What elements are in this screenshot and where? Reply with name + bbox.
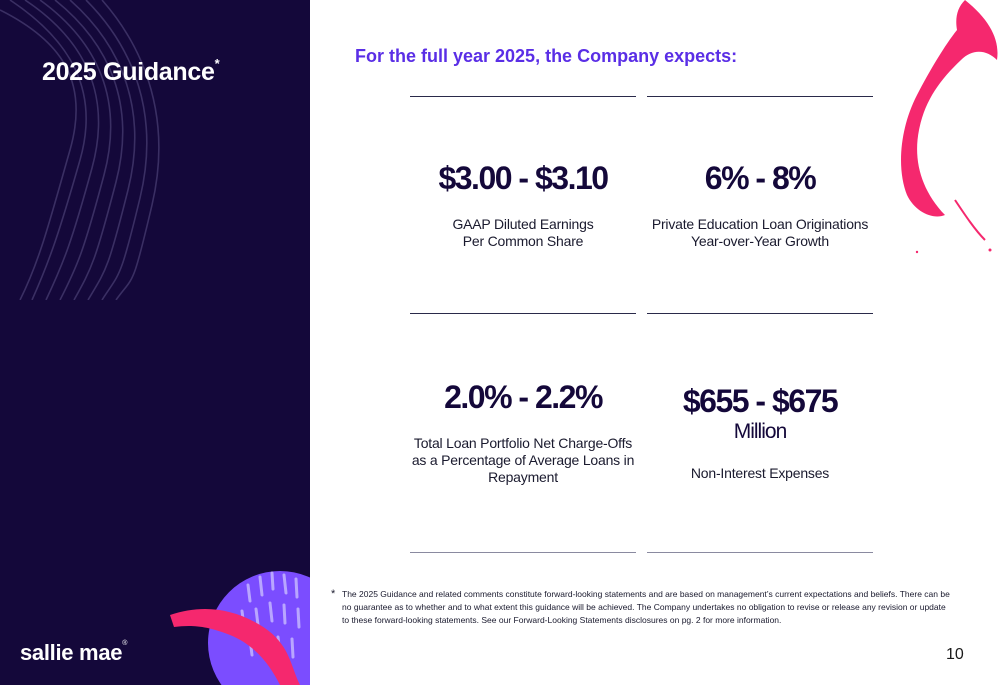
divider-line	[410, 552, 636, 553]
metric-origination-growth: 6% - 8% Private Education Loan Originati…	[647, 160, 873, 250]
metric-label: GAAP Diluted Earnings Per Common Share	[452, 216, 594, 249]
metric-value: $655 - $675	[682, 383, 839, 419]
metric-eps: $3.00 - $3.10 GAAP Diluted Earnings Per …	[410, 160, 636, 250]
metric-label: Non-Interest Expenses	[690, 465, 830, 481]
footnote-marker: *	[331, 588, 336, 600]
brushstroke-blob-decoration	[170, 571, 310, 685]
page-number: 10	[946, 646, 964, 663]
pink-brushstroke-decoration	[901, 0, 998, 254]
metric-value: 2.0% - 2.2%	[444, 379, 603, 415]
sallie-mae-logo: sallie mae®	[20, 640, 128, 665]
divider-line	[647, 552, 873, 553]
divider-line	[410, 96, 636, 97]
footnote-text: The 2025 Guidance and related comments c…	[342, 589, 950, 625]
divider-line	[410, 313, 636, 314]
divider-line	[647, 96, 873, 97]
metric-label: Total Loan Portfolio Net Charge-Offs as …	[411, 435, 635, 485]
page-title: 2025 Guidance*	[42, 56, 220, 86]
metric-value: $3.00 - $3.10	[438, 160, 609, 196]
guidance-headline: For the full year 2025, the Company expe…	[355, 46, 738, 66]
metric-net-charge-offs: 2.0% - 2.2% Total Loan Portfolio Net Cha…	[410, 379, 636, 486]
wave-lines-decoration	[0, 0, 160, 300]
metric-label: Private Education Loan Originations Year…	[651, 216, 869, 249]
metric-unit: Million	[733, 420, 788, 443]
metric-non-interest-expenses: $655 - $675 Million Non-Interest Expense…	[647, 383, 873, 482]
sidebar-panel: 2025 Guidance* sallie mae®	[0, 0, 310, 685]
forward-looking-footnote: * The 2025 Guidance and related comments…	[331, 588, 951, 627]
metric-value: 6% - 8%	[704, 160, 817, 196]
divider-line	[647, 313, 873, 314]
